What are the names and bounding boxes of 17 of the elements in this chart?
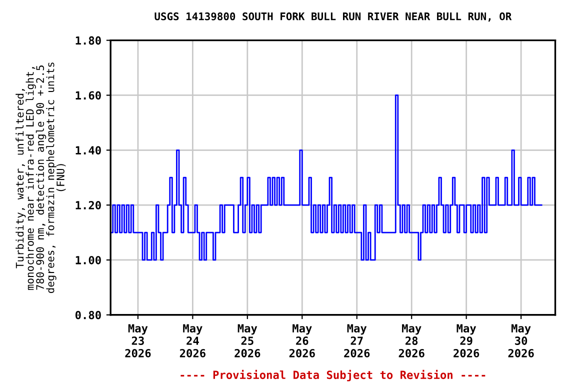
y-tick-label: 0.80 <box>75 310 101 320</box>
y-tick-label: 1.40 <box>76 146 101 155</box>
x-tick-label: May 27 2026 <box>344 324 370 358</box>
y-tick-label: 1.00 <box>76 256 101 264</box>
x-tick-label: May 30 2026 <box>508 324 534 358</box>
x-tick-label: May 26 2026 <box>289 324 315 358</box>
x-tick-label: May 24 2026 <box>180 324 206 358</box>
y-axis-title: Turbidity, water, unfiltered, monochrome near infra-red LED light, 780-900 nm, detection angle 90 +-2.5 degrees, formazin nephelometric units (FNU) <box>16 62 66 293</box>
x-tick-label: May 29 2026 <box>454 324 480 358</box>
text: ---- Provisional Data Subject to Revision ---- <box>180 370 486 382</box>
x-tick-label: May 23 2026 <box>125 324 151 358</box>
y-tick-label: 1.80 <box>76 36 101 45</box>
chart-title: USGS 14139800 SOUTH FORK BULL RUN RIVER NEAR BULL RUN, OR <box>154 12 512 22</box>
x-tick-label: May 28 2026 <box>398 324 424 358</box>
y-tick-label: 1.20 <box>76 201 101 210</box>
y-tick-label: 1.60 <box>76 91 101 100</box>
x-tick-label: May 25 2026 <box>234 324 260 358</box>
